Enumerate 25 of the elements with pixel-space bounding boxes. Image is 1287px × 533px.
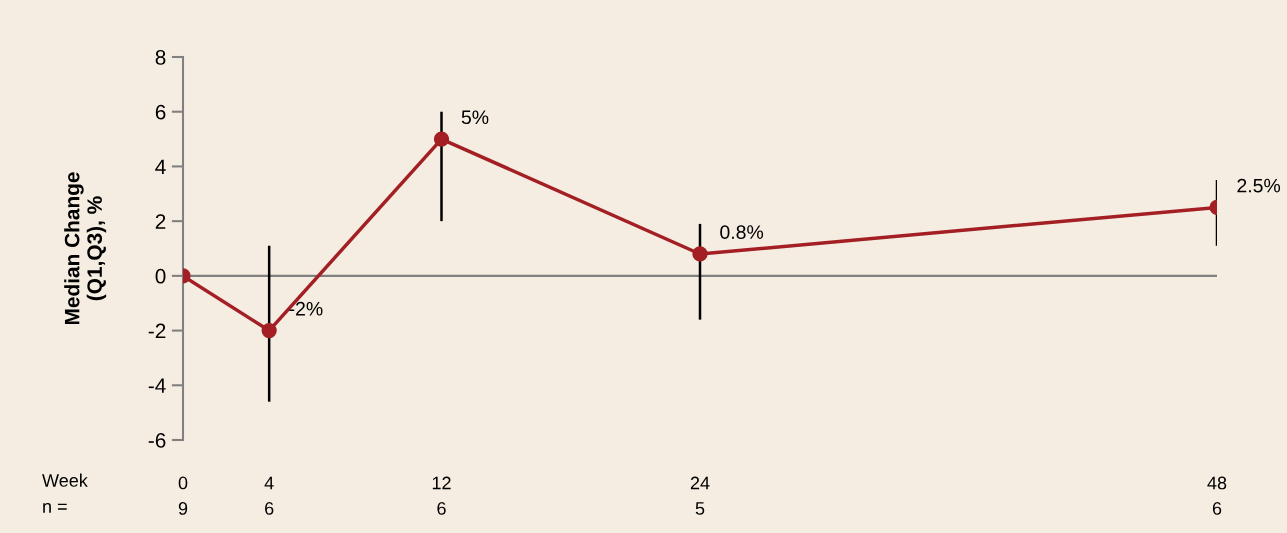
y-tick-label: 4 [155, 159, 166, 174]
data-label: 2.5% [1237, 178, 1281, 193]
y-tick-label: 8 [155, 50, 166, 65]
y-axis-title: Median Change (Q1,Q3), % [64, 172, 107, 325]
y-tick-label: 6 [155, 104, 166, 120]
y-tick-label: 0 [155, 268, 166, 284]
text: 6 [1212, 502, 1222, 515]
text: 6 [265, 502, 274, 515]
text: 6 [437, 502, 446, 515]
y-tick-label: -6 [148, 433, 166, 448]
y-tick-label: -4 [148, 378, 166, 393]
x-tick-label: 48 [1207, 476, 1227, 490]
x-tick-label: 0 [178, 476, 188, 490]
data-label: 0.8% [720, 225, 764, 240]
data-label: -2% [289, 301, 323, 316]
y-tick-label: -2 [148, 323, 166, 339]
text: Week [42, 473, 88, 487]
y-tick-label: 2 [155, 214, 166, 229]
x-tick-label: 24 [690, 476, 710, 490]
data-label: 5% [461, 110, 489, 125]
x-tick-label: 12 [432, 476, 451, 490]
text: n = [43, 502, 67, 513]
text: 9 [178, 502, 188, 515]
x-tick-label: 4 [264, 476, 274, 490]
text: 5 [695, 502, 705, 515]
